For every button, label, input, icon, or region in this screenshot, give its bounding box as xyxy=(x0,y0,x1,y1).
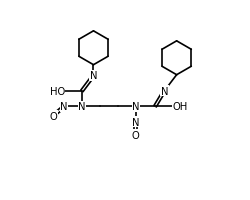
Text: HO: HO xyxy=(50,86,65,96)
Text: N: N xyxy=(132,117,140,127)
Text: O: O xyxy=(132,130,140,140)
Text: N: N xyxy=(90,71,97,81)
Text: N: N xyxy=(60,102,68,112)
Text: N: N xyxy=(132,102,140,112)
Text: N: N xyxy=(78,102,86,112)
Text: OH: OH xyxy=(173,102,188,112)
Text: O: O xyxy=(50,111,57,121)
Text: N: N xyxy=(160,86,168,96)
